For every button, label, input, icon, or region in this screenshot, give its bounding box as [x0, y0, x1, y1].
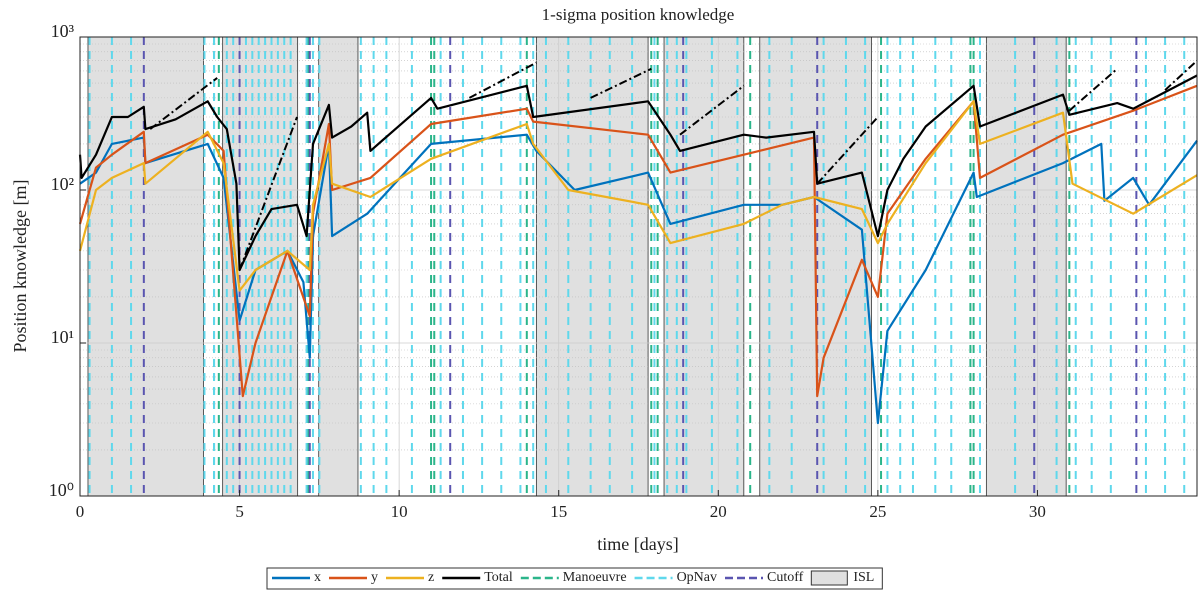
- legend: x y z Total Manoeuvre OpNav Cutoff ISL: [266, 567, 883, 590]
- y-axis-label: Position knowledge [m]: [10, 180, 30, 353]
- x-tick-label: 30: [1029, 502, 1046, 521]
- legend-label: y: [371, 570, 378, 585]
- series-line: [238, 116, 298, 271]
- x-tick-label: 20: [710, 502, 727, 521]
- y-tick-label: 10²: [51, 174, 74, 194]
- series-line: [1068, 68, 1118, 112]
- series-line: [149, 77, 218, 130]
- legend-label: OpNav: [677, 570, 717, 585]
- plot-frame: [79, 36, 1198, 497]
- legend-label: Total: [484, 570, 513, 585]
- series-line: [679, 85, 745, 136]
- series-line: [816, 116, 879, 185]
- x-axis-label: time [days]: [597, 534, 678, 554]
- isl-band: [87, 36, 204, 497]
- legend-label: z: [428, 570, 434, 585]
- isl-band: [985, 36, 1067, 497]
- x-tick-label: 10: [391, 502, 408, 521]
- legend-box: [266, 567, 883, 590]
- series-line: [590, 67, 652, 99]
- series-line: [78, 74, 1198, 272]
- legend-label: Manoeuvre: [563, 570, 627, 585]
- legend-label: ISL: [853, 570, 874, 585]
- series-line: [79, 133, 1198, 425]
- legend-label: Cutoff: [767, 570, 804, 585]
- x-tick-label: 15: [550, 502, 567, 521]
- isl-band: [318, 36, 359, 497]
- series-line: [468, 61, 537, 99]
- legend-label: x: [314, 570, 321, 585]
- y-tick-label: 10³: [51, 21, 75, 41]
- y-tick-label: 10⁰: [49, 480, 74, 500]
- x-tick-label: 5: [235, 502, 244, 521]
- x-tick-label: 25: [869, 502, 886, 521]
- series-line: [78, 100, 1198, 292]
- series-line: [1164, 59, 1198, 91]
- x-tick-label: 0: [76, 502, 85, 521]
- y-tick-label: 10¹: [51, 327, 74, 347]
- chart-title: 1-sigma position knowledge: [542, 5, 735, 24]
- legend-swatch: [810, 570, 848, 586]
